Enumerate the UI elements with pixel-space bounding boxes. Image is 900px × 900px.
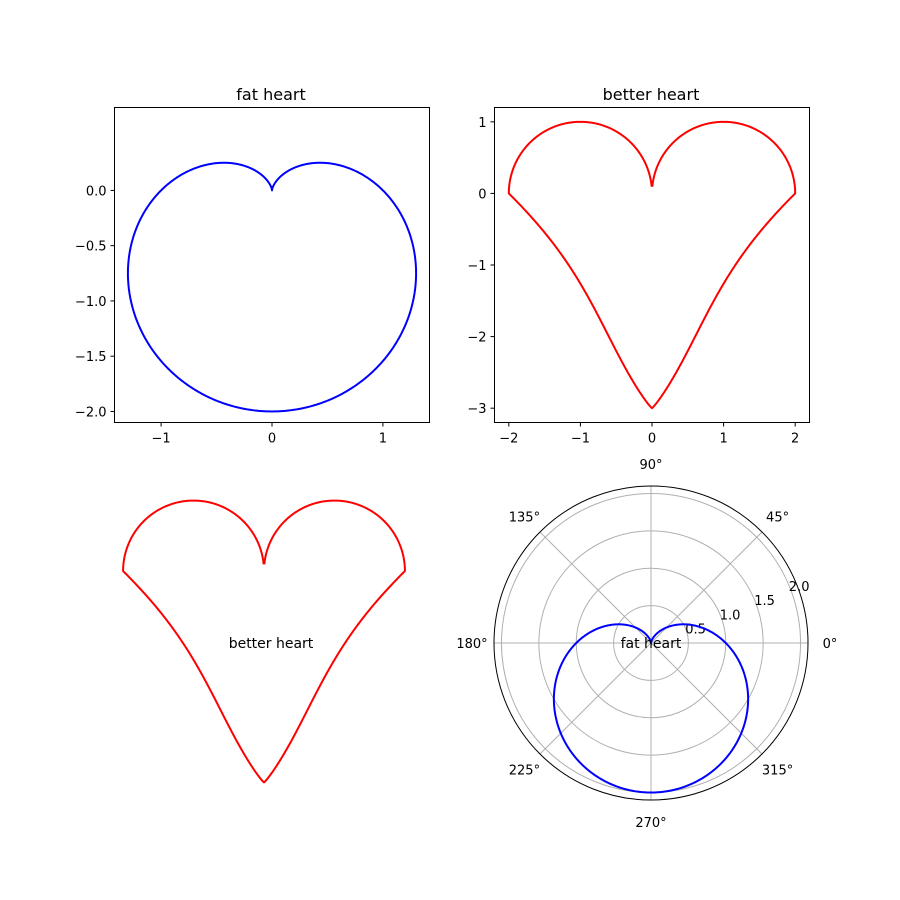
polar-frame bbox=[493, 485, 809, 801]
y-tick-label: −3 bbox=[467, 402, 486, 417]
theta-label: 0° bbox=[823, 637, 838, 652]
axis-off-heart-curve bbox=[122, 499, 406, 784]
polar-spoke bbox=[539, 531, 652, 644]
y-tick-label: −1.5 bbox=[75, 350, 107, 365]
y-tick-label: 0.0 bbox=[86, 184, 107, 199]
x-tick-label: 1 bbox=[719, 432, 727, 447]
fat-heart-title: fat heart bbox=[236, 85, 305, 104]
axis-off-heart: better heart bbox=[122, 499, 406, 784]
y-tick-label: −1.0 bbox=[75, 295, 107, 310]
fat-heart-axes: fat heart −1 0 1 0.0 −0.5 −1.0 −1.5 −2.0 bbox=[75, 85, 430, 447]
polar-spoke bbox=[539, 642, 652, 755]
y-tick-label: 0 bbox=[478, 187, 486, 202]
polar-spoke bbox=[650, 531, 763, 644]
fat-heart-ticks: −1 0 1 0.0 −0.5 −1.0 −1.5 −2.0 bbox=[75, 184, 387, 446]
r-tick-label: 1.5 bbox=[754, 594, 775, 609]
y-tick-label: −2.0 bbox=[75, 405, 107, 420]
y-tick-label: −2 bbox=[467, 331, 486, 346]
r-tick-label: 1.0 bbox=[720, 608, 741, 623]
better-heart-curve bbox=[507, 120, 797, 410]
x-tick-label: 2 bbox=[791, 432, 799, 447]
r-tick-label: 2.0 bbox=[789, 580, 810, 595]
better-heart-title: better heart bbox=[603, 85, 700, 104]
theta-label: 135° bbox=[509, 510, 540, 525]
y-tick-label: 1 bbox=[478, 116, 486, 131]
x-tick-label: 0 bbox=[268, 432, 276, 447]
better-heart-frame bbox=[494, 107, 810, 423]
polar-cardioid-curve bbox=[552, 623, 750, 794]
x-tick-label: −1 bbox=[571, 432, 590, 447]
polar-spoke bbox=[650, 642, 763, 755]
better-heart-annotation: better heart bbox=[229, 636, 314, 652]
fat-heart-curve bbox=[126, 161, 418, 413]
polar-axes: 0.51.01.52.00°45°90°135°180°225°270°315°… bbox=[456, 458, 837, 831]
y-tick-label: −0.5 bbox=[75, 240, 107, 255]
better-heart-ticks: −2 −1 0 1 2 1 0 −1 −2 −3 bbox=[467, 116, 799, 447]
y-tick-label: −1 bbox=[467, 259, 486, 274]
fat-heart-frame bbox=[114, 107, 430, 423]
fat-heart-annotation: fat heart bbox=[621, 636, 682, 652]
theta-label: 45° bbox=[766, 510, 789, 525]
better-heart-axes: better heart −2 −1 0 1 2 1 0 −1 −2 −3 bbox=[467, 85, 810, 447]
polar-ring bbox=[538, 530, 764, 756]
theta-label: 315° bbox=[762, 764, 793, 779]
x-tick-label: 1 bbox=[379, 432, 387, 447]
theta-label: 225° bbox=[509, 764, 540, 779]
theta-label: 90° bbox=[639, 458, 662, 473]
x-tick-label: −2 bbox=[499, 432, 518, 447]
x-tick-label: 0 bbox=[648, 432, 656, 447]
x-tick-label: −1 bbox=[151, 432, 170, 447]
theta-label: 180° bbox=[456, 637, 487, 652]
theta-label: 270° bbox=[635, 816, 666, 831]
polar-ring bbox=[613, 605, 689, 681]
